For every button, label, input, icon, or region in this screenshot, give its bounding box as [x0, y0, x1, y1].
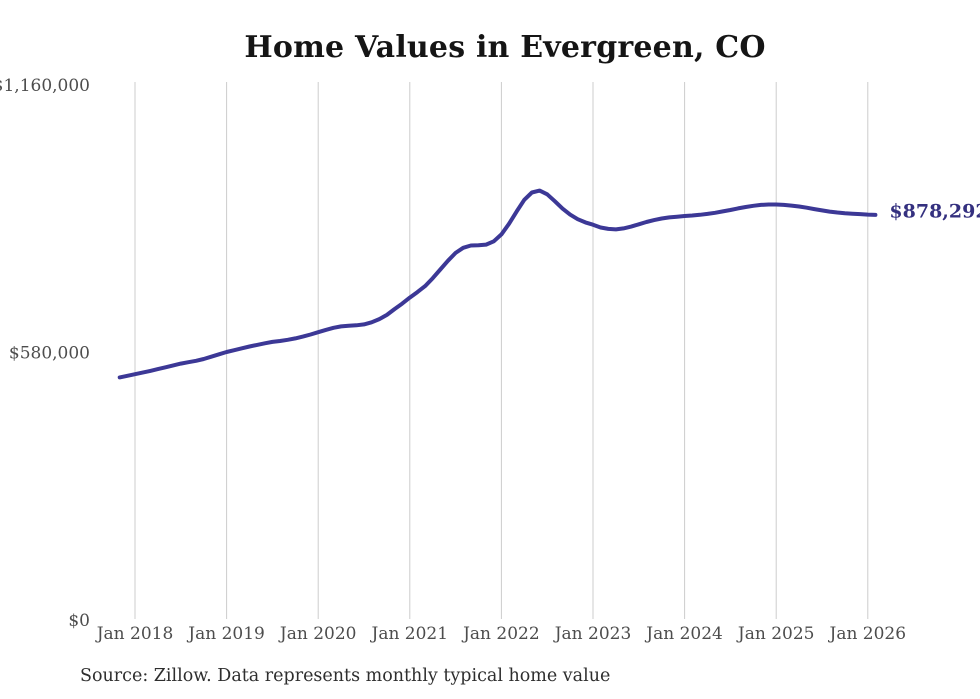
x-tick-label: Jan 2020 [278, 624, 357, 644]
x-tick-label: Jan 2021 [370, 624, 449, 644]
x-tick-label: Jan 2024 [644, 624, 723, 644]
x-tick-label: Jan 2018 [95, 624, 174, 644]
home-value-line [117, 188, 878, 380]
year-gridlines [134, 82, 869, 619]
y-tick-label-zero: $0 [68, 611, 90, 631]
x-tick-label: Jan 2019 [186, 624, 265, 644]
x-tick-label: Jan 2026 [828, 624, 907, 644]
y-tick-label-mid: $580,000 [9, 344, 90, 364]
latest-value-label: $878,292 [889, 200, 980, 222]
source-note: Source: Zillow. Data represents monthly … [80, 666, 611, 686]
y-axis-tick-labels: $1,160,000 $580,000 $0 [0, 76, 90, 631]
chart-title: Home Values in Evergreen, CO [244, 30, 766, 65]
x-tick-label: Jan 2025 [736, 624, 815, 644]
y-tick-label-top: $1,160,000 [0, 76, 90, 96]
x-tick-label: Jan 2022 [461, 624, 540, 644]
x-tick-label: Jan 2023 [553, 624, 632, 644]
x-axis-tick-labels: Jan 2018 Jan 2019 Jan 2020 Jan 2021 Jan 2022… [95, 624, 906, 644]
